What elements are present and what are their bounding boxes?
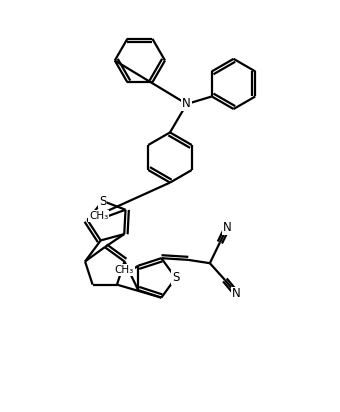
Text: N: N	[182, 98, 191, 110]
Text: CH₃: CH₃	[115, 265, 134, 275]
Text: CH₃: CH₃	[89, 211, 108, 221]
Text: N: N	[223, 221, 232, 234]
Text: S: S	[99, 194, 106, 208]
Text: N: N	[232, 288, 241, 300]
Text: S: S	[172, 272, 180, 284]
